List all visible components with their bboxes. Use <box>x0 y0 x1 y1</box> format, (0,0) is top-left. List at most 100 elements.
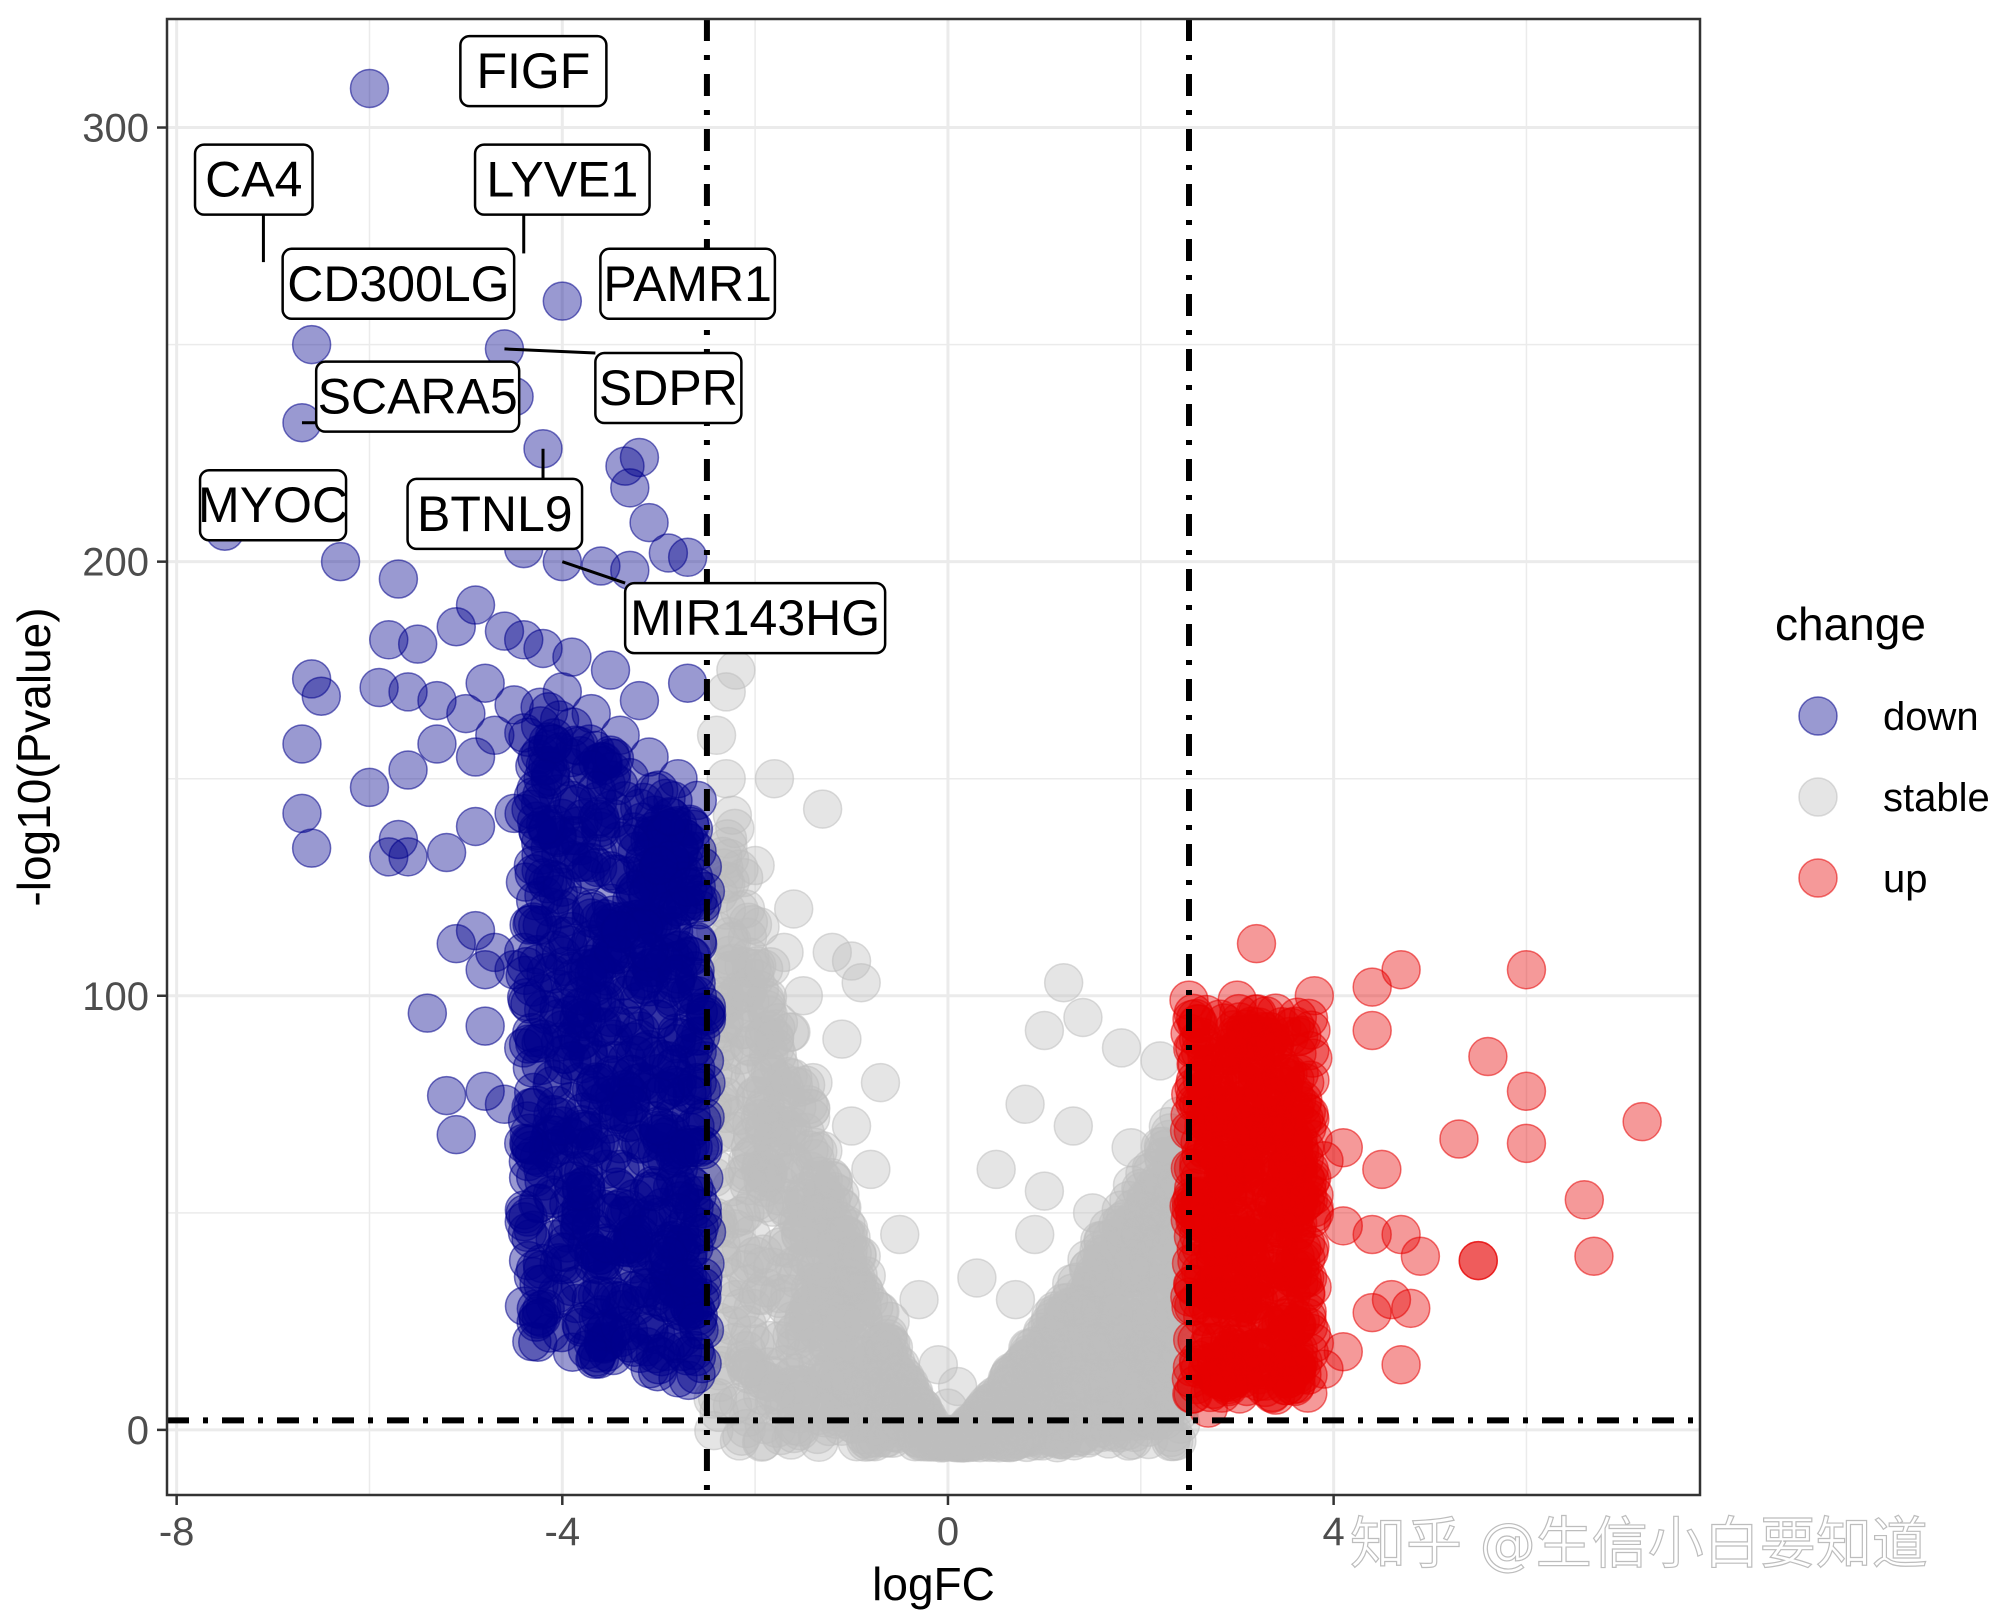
stable-point <box>897 1417 938 1458</box>
stable-point <box>822 1019 862 1059</box>
up-point <box>1506 1123 1547 1164</box>
up-point <box>1506 949 1547 990</box>
up-point <box>1391 1288 1431 1329</box>
up-point <box>1458 1240 1498 1281</box>
up-point <box>1352 1010 1392 1051</box>
up-point <box>1236 923 1277 964</box>
up-point <box>1362 1149 1402 1190</box>
stable-point <box>1099 1227 1140 1267</box>
down-point <box>677 976 718 1016</box>
stable-point <box>1014 1326 1055 1366</box>
stable-point <box>722 1416 762 1456</box>
gene-label-text: PAMR1 <box>603 256 772 312</box>
legend-label-down: down <box>1883 695 1979 739</box>
stable-point <box>754 1019 795 1059</box>
stable-point <box>899 1279 939 1320</box>
down-point <box>667 663 708 703</box>
stable-point <box>824 1302 865 1342</box>
gene-label-myoc: MYOC <box>198 468 348 542</box>
down-point <box>388 837 428 877</box>
stable-point <box>957 1258 997 1298</box>
down-point <box>378 559 419 599</box>
down-point <box>532 724 573 764</box>
stable-point <box>1024 1397 1065 1437</box>
x-tick-label: 4 <box>1322 1510 1344 1554</box>
stable-point <box>727 1152 768 1192</box>
down-point <box>417 724 457 764</box>
stable-point <box>1140 1226 1180 1266</box>
up-point <box>1468 1036 1508 1077</box>
stable-point <box>729 1165 770 1206</box>
stable-point <box>1117 1376 1157 1417</box>
gene-label-text: SDPR <box>599 360 738 416</box>
up-point <box>1284 1062 1325 1103</box>
stable-point <box>812 932 853 973</box>
stable-point <box>758 1126 799 1167</box>
stable-point <box>1063 997 1103 1038</box>
x-tick-label: -8 <box>159 1510 195 1554</box>
stable-point <box>893 1372 934 1413</box>
legend: change down stable up <box>1775 598 1990 901</box>
stable-point <box>706 758 746 799</box>
y-tick-label: 0 <box>127 1409 149 1453</box>
legend-key-down <box>1798 696 1838 736</box>
stable-point <box>841 962 881 1003</box>
stable-point <box>976 1149 1016 1190</box>
stable-point <box>709 838 750 879</box>
stable-point <box>835 1265 875 1306</box>
x-axis-title: logFC <box>872 1558 995 1610</box>
up-point <box>1352 967 1392 1007</box>
down-point <box>291 828 332 868</box>
x-tick-label: -4 <box>545 1510 581 1554</box>
gene-label-pamr1: PAMR1 <box>599 247 777 321</box>
down-point <box>658 1358 698 1398</box>
legend-key-up <box>1798 858 1838 898</box>
stable-point <box>803 1160 843 1200</box>
stable-point <box>1098 1205 1138 1245</box>
down-point <box>465 1006 505 1046</box>
gene-label-text: FIGF <box>476 43 590 99</box>
down-point <box>349 767 390 808</box>
up-point <box>1381 1345 1421 1385</box>
stable-point <box>726 1348 767 1389</box>
down-point <box>667 537 708 578</box>
gene-label-sdpr: SDPR <box>594 351 743 425</box>
y-tick-label: 300 <box>82 107 149 151</box>
stable-point <box>1082 1258 1122 1298</box>
stable-point <box>831 941 872 981</box>
up-point <box>1256 1375 1296 1415</box>
stable-point <box>1121 1214 1161 1255</box>
stable-point <box>696 715 737 756</box>
up-point <box>1574 1236 1614 1276</box>
stable-point <box>1093 1250 1133 1291</box>
stable-point <box>1101 1028 1142 1068</box>
stable-point <box>831 1106 872 1146</box>
stable-point <box>880 1214 920 1255</box>
up-point <box>1217 980 1257 1020</box>
stable-point <box>747 977 788 1018</box>
stable-point <box>764 1153 804 1193</box>
up-point <box>1294 1323 1335 1363</box>
stable-point <box>837 1234 877 1274</box>
stable-point <box>727 1304 767 1345</box>
stable-point <box>783 976 824 1016</box>
stable-point <box>995 1419 1036 1460</box>
up-point <box>1275 1006 1315 1046</box>
down-point <box>521 1297 561 1338</box>
stable-point <box>1126 1322 1166 1363</box>
down-point <box>590 650 631 690</box>
stable-point <box>760 1320 800 1361</box>
stable-point <box>1005 1084 1045 1125</box>
stable-point <box>873 1327 914 1368</box>
stable-point <box>706 672 746 712</box>
y-axis-title: -log10(Pvalue) <box>8 607 60 906</box>
stable-point <box>785 1065 826 1105</box>
stable-point <box>1092 1323 1132 1363</box>
legend-key-stable <box>1798 777 1838 817</box>
down-point <box>301 676 342 716</box>
down-point <box>475 715 515 756</box>
stable-point <box>802 789 843 829</box>
stable-point <box>995 1279 1036 1320</box>
legend-label-stable: stable <box>1883 776 1990 820</box>
